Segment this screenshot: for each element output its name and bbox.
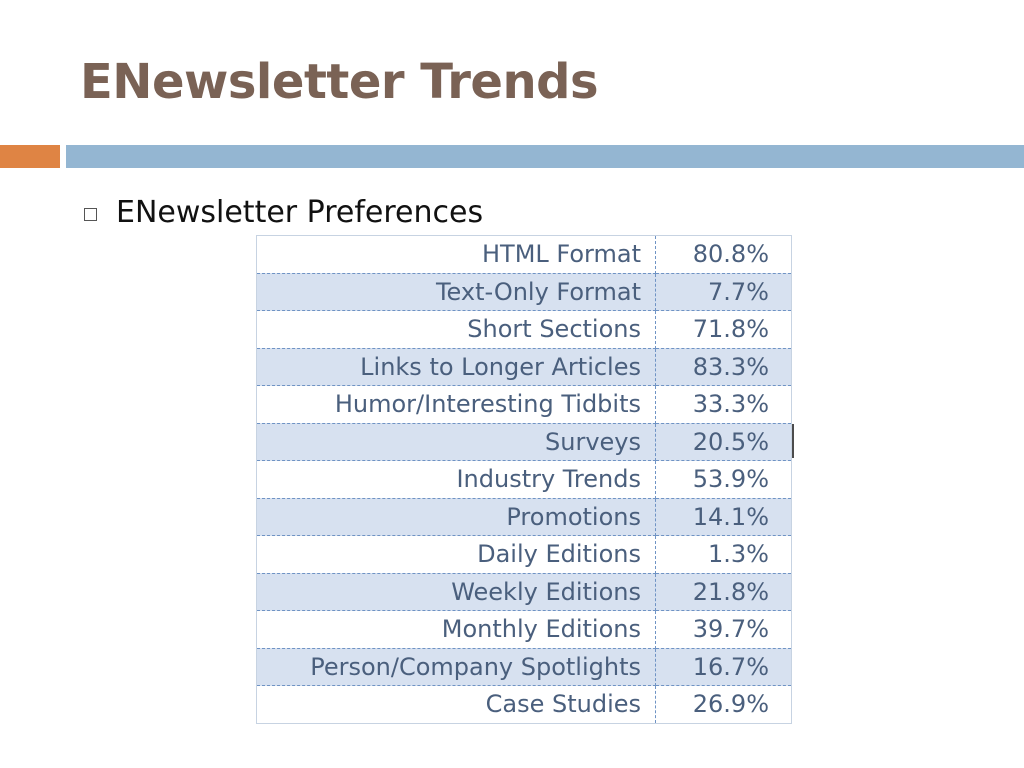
- preference-label[interactable]: Short Sections: [256, 310, 656, 349]
- preference-value[interactable]: 14.1%: [655, 498, 792, 536]
- preference-label[interactable]: Humor/Interesting Tidbits: [256, 385, 656, 424]
- preference-label[interactable]: Promotions: [256, 498, 656, 536]
- table-row: Promotions 14.1%: [256, 498, 792, 536]
- accent-bar-orange: [0, 145, 60, 168]
- preference-value[interactable]: 1.3%: [655, 535, 792, 574]
- preference-label[interactable]: HTML Format: [256, 235, 656, 274]
- accent-bar-blue: [66, 145, 1024, 168]
- preference-value[interactable]: 33.3%: [655, 385, 792, 424]
- preference-label[interactable]: Person/Company Spotlights: [256, 648, 656, 686]
- table-row: Case Studies 26.9%: [256, 685, 792, 724]
- table-row: Weekly Editions 21.8%: [256, 573, 792, 611]
- preference-label[interactable]: Daily Editions: [256, 535, 656, 574]
- preference-value[interactable]: 21.8%: [655, 573, 792, 611]
- table-row: HTML Format 80.8%: [256, 235, 792, 274]
- preference-label[interactable]: Industry Trends: [256, 460, 656, 499]
- preference-label[interactable]: Weekly Editions: [256, 573, 656, 611]
- slide-title: ENewsletter Trends: [80, 54, 599, 110]
- text-cursor: [792, 424, 794, 458]
- preference-value[interactable]: 7.7%: [655, 273, 792, 311]
- table-row: Text-Only Format 7.7%: [256, 273, 792, 311]
- preference-value[interactable]: 39.7%: [655, 610, 792, 649]
- preference-value[interactable]: 53.9%: [655, 460, 792, 499]
- preference-value[interactable]: 16.7%: [655, 648, 792, 686]
- bullet-item: ENewsletter Preferences: [84, 192, 483, 232]
- preference-value[interactable]: 71.8%: [655, 310, 792, 349]
- bullet-text: ENewsletter Preferences: [116, 194, 484, 230]
- preference-value[interactable]: 26.9%: [655, 685, 792, 724]
- preference-label[interactable]: Case Studies: [256, 685, 656, 724]
- square-bullet-icon: [84, 207, 97, 221]
- preference-value[interactable]: 83.3%: [655, 348, 792, 386]
- table-row: Monthly Editions 39.7%: [256, 610, 792, 649]
- table-row: Industry Trends 53.9%: [256, 460, 792, 499]
- preference-value[interactable]: 80.8%: [655, 235, 792, 274]
- table-row: Daily Editions 1.3%: [256, 535, 792, 574]
- table-row: Surveys 20.5%: [256, 423, 792, 461]
- table-row: Short Sections 71.8%: [256, 310, 792, 349]
- preference-label[interactable]: Text-Only Format: [256, 273, 656, 311]
- table-row: Person/Company Spotlights 16.7%: [256, 648, 792, 686]
- preferences-table[interactable]: HTML Format 80.8% Text-Only Format 7.7% …: [256, 235, 792, 724]
- preference-value[interactable]: 20.5%: [655, 423, 792, 461]
- table-row: Humor/Interesting Tidbits 33.3%: [256, 385, 792, 424]
- preference-label[interactable]: Links to Longer Articles: [256, 348, 656, 386]
- preference-label[interactable]: Monthly Editions: [256, 610, 656, 649]
- table-row: Links to Longer Articles 83.3%: [256, 348, 792, 386]
- preference-label[interactable]: Surveys: [256, 423, 656, 461]
